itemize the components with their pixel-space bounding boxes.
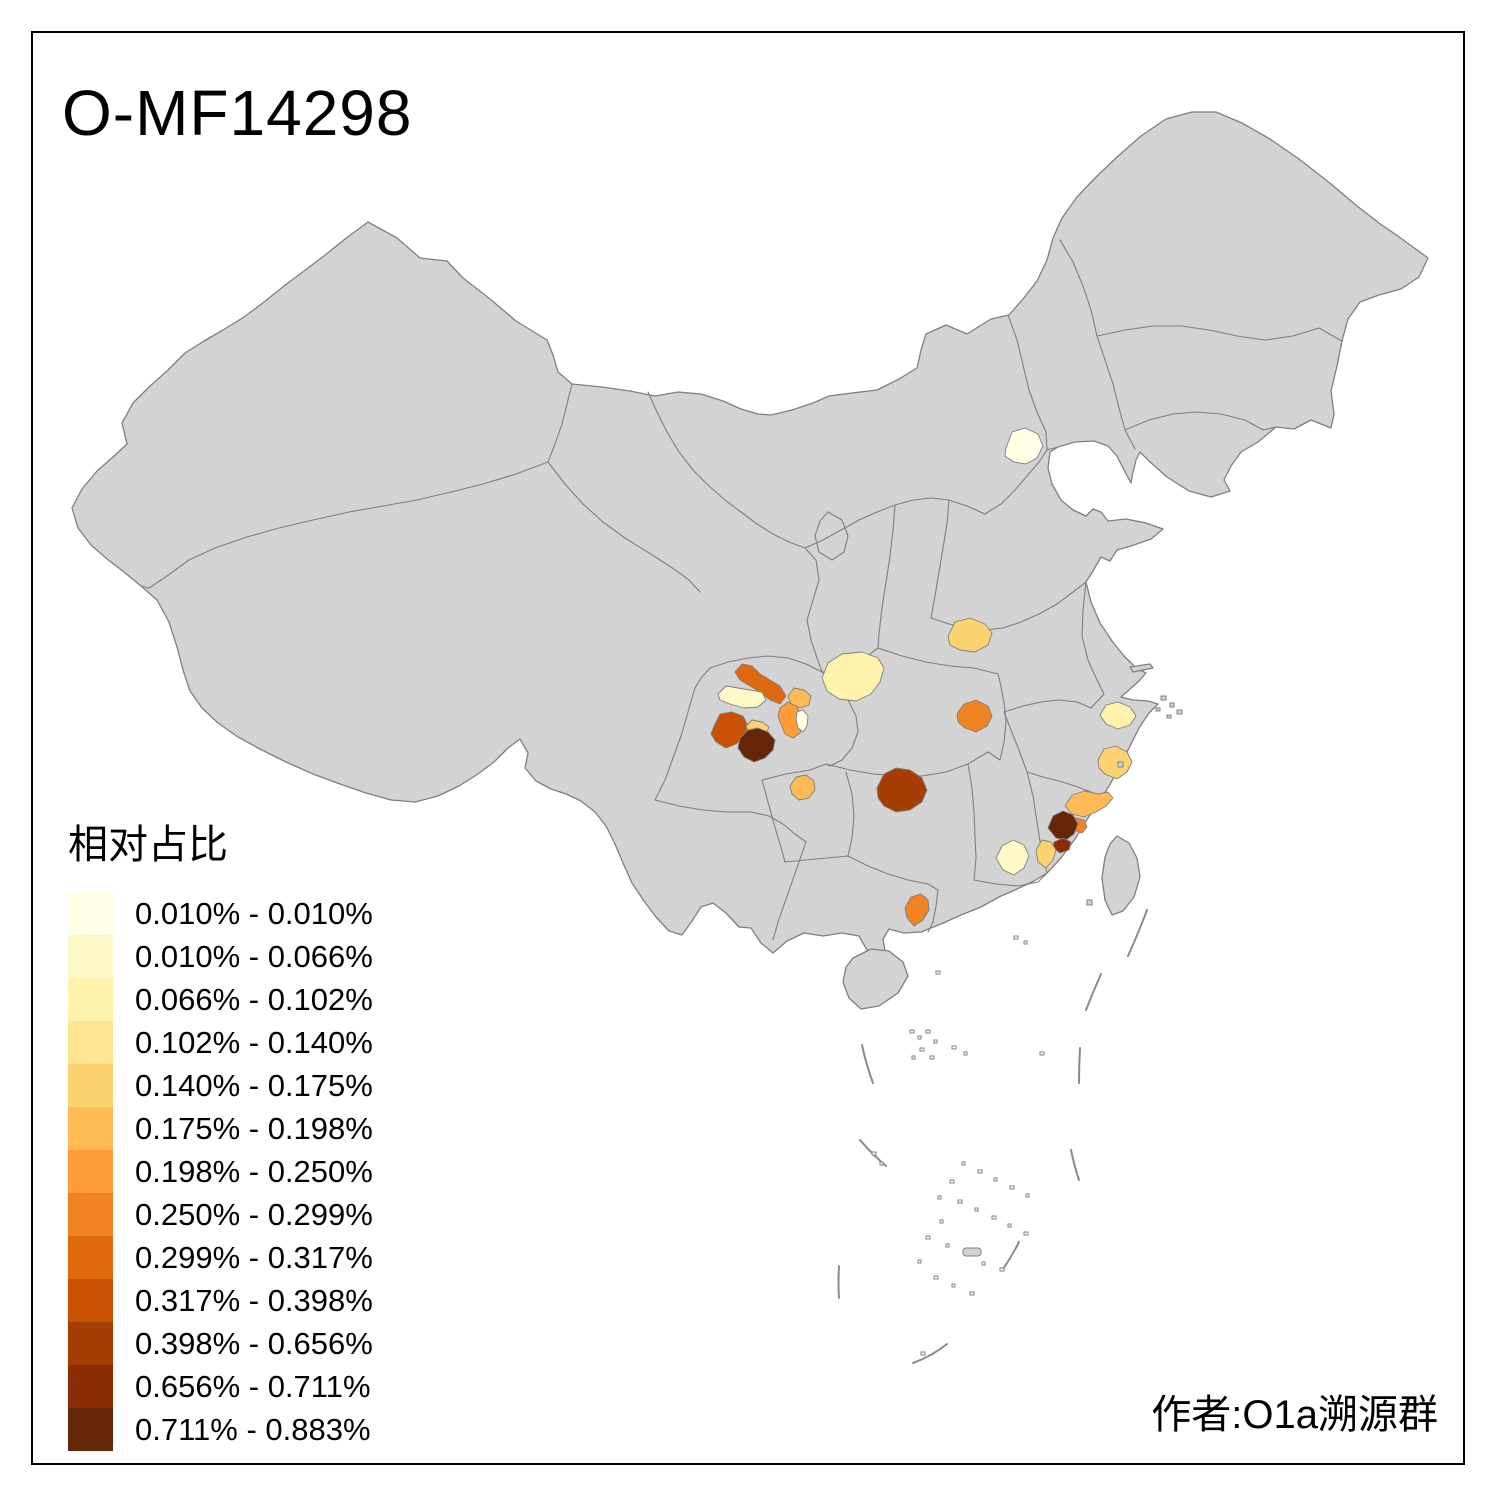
plot-title: O-MF14298: [62, 77, 413, 149]
highlighted-regions: [710, 427, 1137, 927]
legend-row: 0.299% - 0.317%: [68, 1236, 428, 1279]
legend-swatch: [68, 1236, 113, 1279]
highlighted-region: [904, 893, 930, 927]
legend-swatch: [68, 935, 113, 978]
legend-row: 0.250% - 0.299%: [68, 1193, 428, 1236]
legend-rows: 0.010% - 0.010% 0.010% - 0.066% 0.066% - 0…: [68, 892, 428, 1451]
legend-label: 0.299% - 0.317%: [135, 1240, 373, 1275]
highlighted-region: [1064, 790, 1114, 818]
highlighted-region: [717, 685, 767, 709]
legend-label: 0.250% - 0.299%: [135, 1197, 373, 1232]
legend-swatch: [68, 1408, 113, 1451]
highlighted-region: [821, 651, 885, 702]
legend-row: 0.317% - 0.398%: [68, 1279, 428, 1322]
south-sea-island-specks: [871, 935, 1045, 1356]
legend-title: 相对占比: [68, 823, 228, 867]
highlighted-region: [876, 767, 928, 813]
legend-row: 0.140% - 0.175%: [68, 1064, 428, 1107]
highlighted-region: [995, 839, 1030, 876]
legend-swatch: [68, 1279, 113, 1322]
legend-row: 0.711% - 0.883%: [68, 1408, 428, 1451]
legend-row: 0.175% - 0.198%: [68, 1107, 428, 1150]
highlighted-region: [1047, 810, 1079, 841]
legend-row: 0.198% - 0.250%: [68, 1150, 428, 1193]
highlighted-region: [1004, 427, 1044, 465]
highlighted-region: [956, 699, 993, 733]
nine-dash-line: [837, 909, 1148, 1364]
legend-swatch: [68, 1150, 113, 1193]
legend-label: 0.102% - 0.140%: [135, 1025, 373, 1060]
chongming-island: [1129, 663, 1154, 673]
highlighted-region: [1097, 745, 1133, 780]
legend: 相对占比 0.010% - 0.010% 0.010% - 0.066% 0.066…: [68, 812, 428, 1451]
coastal-island-specks: [1086, 695, 1183, 906]
author-credit: 作者:O1a溯源群: [1151, 1393, 1438, 1437]
legend-label: 0.198% - 0.250%: [135, 1154, 373, 1189]
legend-label: 0.066% - 0.102%: [135, 982, 373, 1017]
taiwan-island: [1101, 835, 1141, 916]
legend-label: 0.140% - 0.175%: [135, 1068, 373, 1103]
legend-row: 0.066% - 0.102%: [68, 978, 428, 1021]
legend-label: 0.656% - 0.711%: [135, 1369, 371, 1404]
legend-swatch: [68, 1064, 113, 1107]
legend-label: 0.010% - 0.066%: [135, 939, 373, 974]
legend-swatch: [68, 1193, 113, 1236]
mainland-landmass: [71, 111, 1429, 975]
legend-swatch: [68, 1322, 113, 1365]
highlighted-region: [947, 617, 993, 653]
legend-row: 0.398% - 0.656%: [68, 1322, 428, 1365]
legend-swatch: [68, 1365, 113, 1408]
legend-swatch: [68, 892, 113, 935]
highlighted-region: [1035, 839, 1057, 869]
highlighted-region: [777, 701, 804, 739]
legend-swatch: [68, 1107, 113, 1150]
legend-label: 0.175% - 0.198%: [135, 1111, 373, 1146]
legend-label: 0.010% - 0.010%: [135, 896, 373, 931]
highlighted-region: [734, 663, 787, 705]
highlighted-region: [1099, 701, 1137, 730]
legend-row: 0.102% - 0.140%: [68, 1021, 428, 1064]
highlighted-region: [737, 727, 776, 763]
highlighted-region: [789, 774, 816, 801]
legend-swatch: [68, 1021, 113, 1064]
legend-row: 0.010% - 0.066%: [68, 935, 428, 978]
legend-label: 0.317% - 0.398%: [135, 1283, 373, 1318]
hainan-island: [842, 948, 909, 1010]
highlighted-region: [795, 709, 809, 733]
legend-swatch: [68, 978, 113, 1021]
legend-label: 0.711% - 0.883%: [135, 1412, 371, 1447]
legend-row: 0.010% - 0.010%: [68, 892, 428, 935]
legend-row: 0.656% - 0.711%: [68, 1365, 428, 1408]
legend-label: 0.398% - 0.656%: [135, 1326, 373, 1361]
